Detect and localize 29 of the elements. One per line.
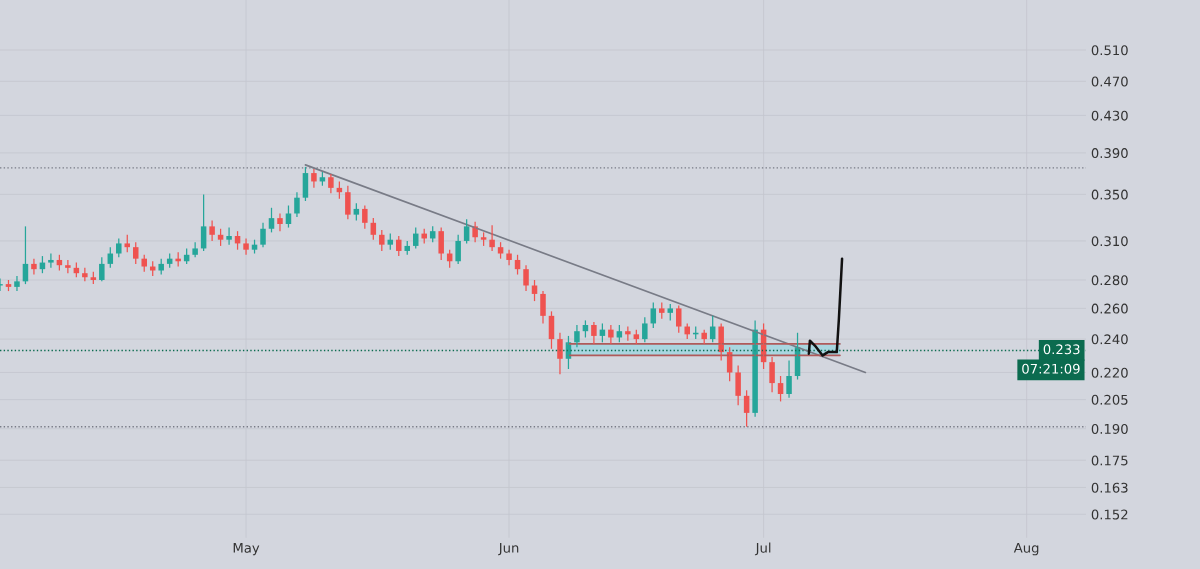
x-tick-label: Jul: [754, 542, 771, 556]
y-tick-label: 0.152: [1091, 509, 1128, 520]
candlestick: [438, 226, 444, 261]
y-tick-label: 0.510: [1091, 45, 1128, 56]
candlestick: [99, 256, 105, 282]
y-tick-label: 0.163: [1091, 482, 1128, 493]
y-tick-label: 0.190: [1091, 423, 1128, 434]
y-tick-label: 0.310: [1091, 236, 1128, 247]
y-tick-label: 0.260: [1091, 303, 1128, 314]
y-tick-label: 0.430: [1091, 110, 1128, 121]
y-tick-label: 0.205: [1091, 394, 1128, 405]
y-tick-label: 0.350: [1091, 189, 1128, 200]
candlestick: [379, 229, 385, 252]
y-tick-label: 0.280: [1091, 275, 1128, 286]
x-tick-label: Jun: [498, 542, 519, 556]
x-tick-label: May: [233, 542, 260, 556]
y-tick-label: 0.220: [1091, 367, 1128, 378]
candlestick: [132, 241, 139, 265]
annotation: 07:21:09: [1022, 363, 1080, 374]
y-tick-label: 0.240: [1091, 334, 1128, 345]
y-tick-label: 0.175: [1091, 455, 1128, 466]
y-tick-label: 0.390: [1091, 148, 1128, 159]
y-tick-label: 0.470: [1091, 76, 1128, 87]
candlestick: [362, 204, 368, 230]
ref-line-label: 0.233: [1043, 344, 1080, 355]
candlestick: [675, 304, 682, 334]
x-tick-label: Aug: [1013, 542, 1039, 556]
candlestick: [642, 316, 648, 343]
candlestick: [116, 237, 122, 258]
